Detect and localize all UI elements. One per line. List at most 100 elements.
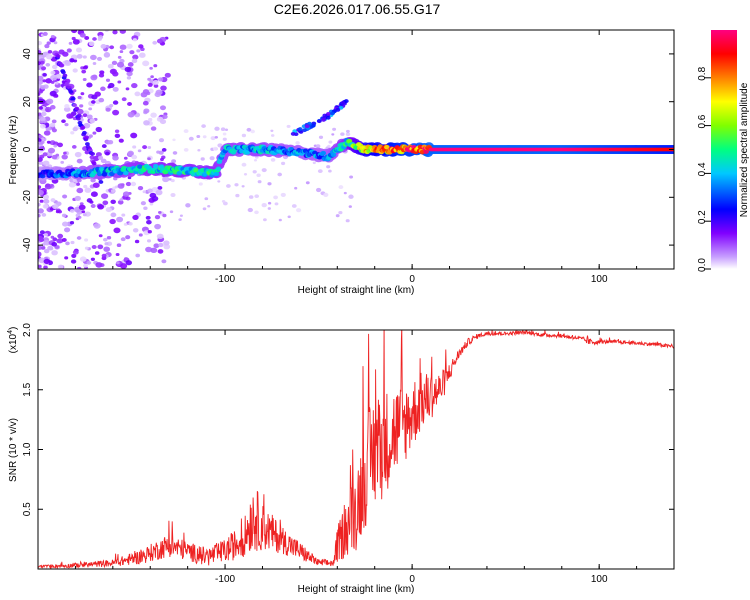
heatmap-cell [172, 151, 178, 155]
colorbar-label: Normalized spectral amplitude [739, 82, 750, 217]
heatmap-cell [143, 206, 148, 211]
heatmap-cell [156, 233, 164, 240]
heatmap-cell [129, 50, 135, 55]
heatmap-cell [84, 36, 90, 40]
heatmap-cell [335, 214, 340, 218]
heatmap-cell [46, 41, 51, 45]
heatmap-cell [38, 90, 43, 94]
heatmap-cell [107, 63, 114, 69]
y-tick-label: 20 [22, 96, 33, 108]
heatmap-cell [155, 89, 163, 96]
heatmap-cell [128, 222, 133, 226]
heatmap-cell [43, 248, 50, 254]
heatmap-cell [76, 158, 83, 164]
heatmap-cell [343, 191, 347, 195]
heatmap-cell [109, 45, 115, 50]
heatmap-cell [254, 194, 260, 199]
heatmap-cell [286, 124, 291, 128]
heatmap-cell [54, 81, 59, 85]
heatmap-cell [84, 238, 89, 242]
heatmap-cell [53, 41, 58, 45]
heatmap-cell [82, 55, 87, 59]
heatmap-cell [39, 199, 44, 203]
heatmap-cell [90, 74, 98, 81]
heatmap-cell [270, 134, 275, 137]
heatmap-cell [95, 262, 103, 268]
heatmap-cell [291, 204, 297, 208]
heatmap-cell [90, 257, 95, 261]
heatmap-cell [61, 213, 67, 218]
heatmap-cell [349, 175, 354, 179]
heatmap-cell [246, 127, 252, 132]
y-tick-label: -40 [22, 237, 33, 252]
heatmap-cell [57, 233, 64, 239]
heatmap-cell [142, 190, 147, 194]
spectrogram-panel: -100 0 100 -40 -20 0 20 40 Height of straight l… [8, 29, 675, 296]
heatmap-cell [331, 133, 335, 136]
heatmap-cells [38, 30, 674, 269]
heatmap-cell [93, 223, 101, 229]
y-tick-label: 1.0 [22, 442, 33, 456]
heatmap-cell [143, 108, 150, 114]
heatmap-cell [162, 176, 170, 183]
heatmap-cell [158, 138, 165, 143]
heatmap-cell [62, 73, 68, 78]
heatmap-cell [88, 107, 93, 111]
heatmap-cell [164, 72, 171, 78]
heatmap-cell [92, 155, 100, 162]
heatmap-cell [142, 100, 149, 106]
heatmap-cell [111, 60, 118, 66]
heatmap-cell [92, 62, 97, 65]
heatmap-cell [346, 138, 353, 144]
heatmap-cell [243, 173, 248, 176]
heatmap-cell [51, 250, 58, 256]
heatmap-cell [63, 106, 71, 112]
heatmap-cell [74, 151, 82, 158]
heatmap-cell [278, 218, 282, 222]
heatmap-cell [104, 52, 110, 57]
heatmap-cell [138, 52, 146, 58]
heatmap-cell [50, 34, 55, 39]
heatmap-cell [102, 237, 108, 242]
heatmap-cell [221, 200, 226, 203]
heatmap-cell [198, 182, 203, 186]
y-tick-label: 1.5 [22, 382, 33, 396]
heatmap-cell [106, 236, 112, 240]
heatmap-cell [348, 194, 354, 199]
heatmap-cell [322, 113, 328, 118]
x-tick-label: 100 [591, 574, 608, 585]
heatmap-cell [57, 264, 64, 269]
heatmap-cell [61, 154, 68, 160]
heatmap-cell [122, 191, 130, 197]
heatmap-cell [152, 40, 158, 45]
heatmap-cell [79, 104, 84, 108]
heatmap-cell [161, 259, 167, 264]
heatmap-cell [183, 148, 189, 152]
snr-x-label: Height of straight line (km) [298, 584, 415, 595]
colorbar-tick-label: 0.0 [697, 258, 708, 272]
heatmap-cell [44, 44, 50, 49]
heatmap-cell [157, 249, 164, 254]
heatmap-cell [267, 207, 271, 210]
heatmap-cell [74, 106, 80, 111]
heatmap-cell [38, 208, 44, 214]
heatmap-cell [207, 205, 211, 208]
heatmap-cell [105, 207, 112, 213]
heatmap-cell [39, 140, 45, 145]
heatmap-cell [340, 100, 346, 105]
heatmap-cell [123, 156, 128, 160]
heatmap-cell [312, 161, 316, 165]
heatmap-cell [267, 201, 272, 205]
heatmap-cell [280, 192, 286, 197]
x-tick-label: 0 [409, 274, 415, 285]
heatmap-cell [83, 263, 88, 268]
heatmap-cell [158, 242, 164, 248]
heatmap-cell [250, 129, 255, 134]
heatmap-cell [107, 140, 114, 145]
heatmap-cell [127, 150, 134, 156]
heatmap-cell [253, 159, 258, 162]
heatmap-cell [49, 207, 54, 211]
heatmap-cell [210, 136, 216, 141]
heatmap-cell [119, 44, 127, 50]
heatmap-cell [38, 138, 42, 142]
